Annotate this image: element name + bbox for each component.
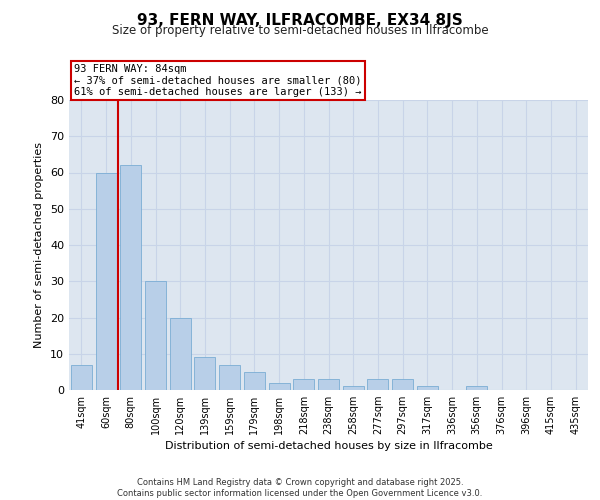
Bar [244, 372, 265, 390]
Bar [95, 172, 116, 390]
Bar [269, 383, 290, 390]
Bar [219, 364, 240, 390]
Bar [318, 379, 339, 390]
X-axis label: Distribution of semi-detached houses by size in Ilfracombe: Distribution of semi-detached houses by … [164, 442, 493, 452]
Text: 93, FERN WAY, ILFRACOMBE, EX34 8JS: 93, FERN WAY, ILFRACOMBE, EX34 8JS [137, 12, 463, 28]
Bar [343, 386, 364, 390]
Text: 93 FERN WAY: 84sqm
← 37% of semi-detached houses are smaller (80)
61% of semi-de: 93 FERN WAY: 84sqm ← 37% of semi-detache… [74, 64, 362, 97]
Bar [466, 386, 487, 390]
Bar [367, 379, 388, 390]
Bar [71, 364, 92, 390]
Bar [293, 379, 314, 390]
Bar [145, 281, 166, 390]
Text: Contains HM Land Registry data © Crown copyright and database right 2025.
Contai: Contains HM Land Registry data © Crown c… [118, 478, 482, 498]
Bar [417, 386, 438, 390]
Bar [392, 379, 413, 390]
Bar [170, 318, 191, 390]
Text: Size of property relative to semi-detached houses in Ilfracombe: Size of property relative to semi-detach… [112, 24, 488, 37]
Y-axis label: Number of semi-detached properties: Number of semi-detached properties [34, 142, 44, 348]
Bar [194, 358, 215, 390]
Bar [120, 165, 141, 390]
